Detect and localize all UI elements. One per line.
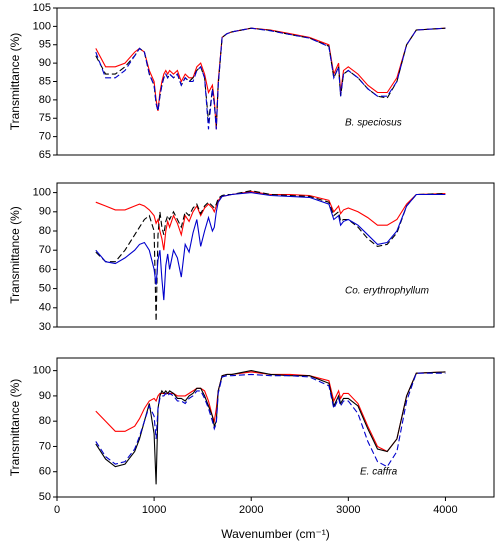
y-axis-label: Transmittance (%): [8, 206, 22, 304]
x-tick-label: 4000: [433, 504, 457, 516]
series-line: [95, 190, 446, 322]
series-line: [95, 192, 446, 301]
y-tick-label: 40: [39, 302, 51, 314]
series-line: [95, 371, 446, 453]
x-tick-label: 1000: [142, 504, 166, 516]
y-tick-label: 70: [39, 440, 51, 452]
annotation: Co. erythrophyllum: [345, 286, 429, 297]
y-tick-label: 90: [39, 57, 51, 69]
y-tick-label: 65: [39, 149, 51, 161]
annotation: B. speciosus: [345, 118, 402, 129]
y-tick-label: 100: [33, 365, 51, 377]
y-tick-label: 100: [33, 20, 51, 32]
series-line: [95, 27, 446, 130]
y-tick-label: 80: [39, 415, 51, 427]
y-tick-label: 100: [33, 187, 51, 199]
plot-frame: [56, 357, 495, 498]
y-tick-label: 80: [39, 225, 51, 237]
series-line: [95, 370, 446, 485]
series-line: [95, 191, 446, 251]
y-axis-label: Transmittance (%): [8, 379, 22, 477]
annotation: E. caffra: [360, 467, 398, 478]
x-tick-label: 0: [54, 504, 60, 516]
y-tick-label: 70: [39, 244, 51, 256]
y-tick-label: 90: [39, 390, 51, 402]
y-axis-label: Transmittance (%): [8, 33, 22, 131]
y-tick-label: 70: [39, 131, 51, 143]
x-tick-label: 2000: [239, 504, 263, 516]
plot-frame: [56, 7, 495, 156]
y-tick-label: 90: [39, 206, 51, 218]
series-line: [95, 27, 446, 126]
y-tick-label: 30: [39, 321, 51, 333]
y-tick-label: 105: [33, 2, 51, 14]
plot-frame: [56, 182, 495, 328]
x-tick-label: 3000: [336, 504, 360, 516]
y-tick-label: 60: [39, 466, 51, 478]
y-tick-label: 60: [39, 263, 51, 275]
y-tick-label: 75: [39, 112, 51, 124]
series-line: [95, 27, 446, 130]
y-tick-label: 50: [39, 491, 51, 503]
y-tick-label: 95: [39, 39, 51, 51]
y-tick-label: 85: [39, 75, 51, 87]
y-tick-label: 50: [39, 283, 51, 295]
y-tick-label: 80: [39, 94, 51, 106]
x-axis-label: Wavenumber (cm⁻¹): [221, 527, 330, 541]
series-line: [95, 372, 446, 468]
